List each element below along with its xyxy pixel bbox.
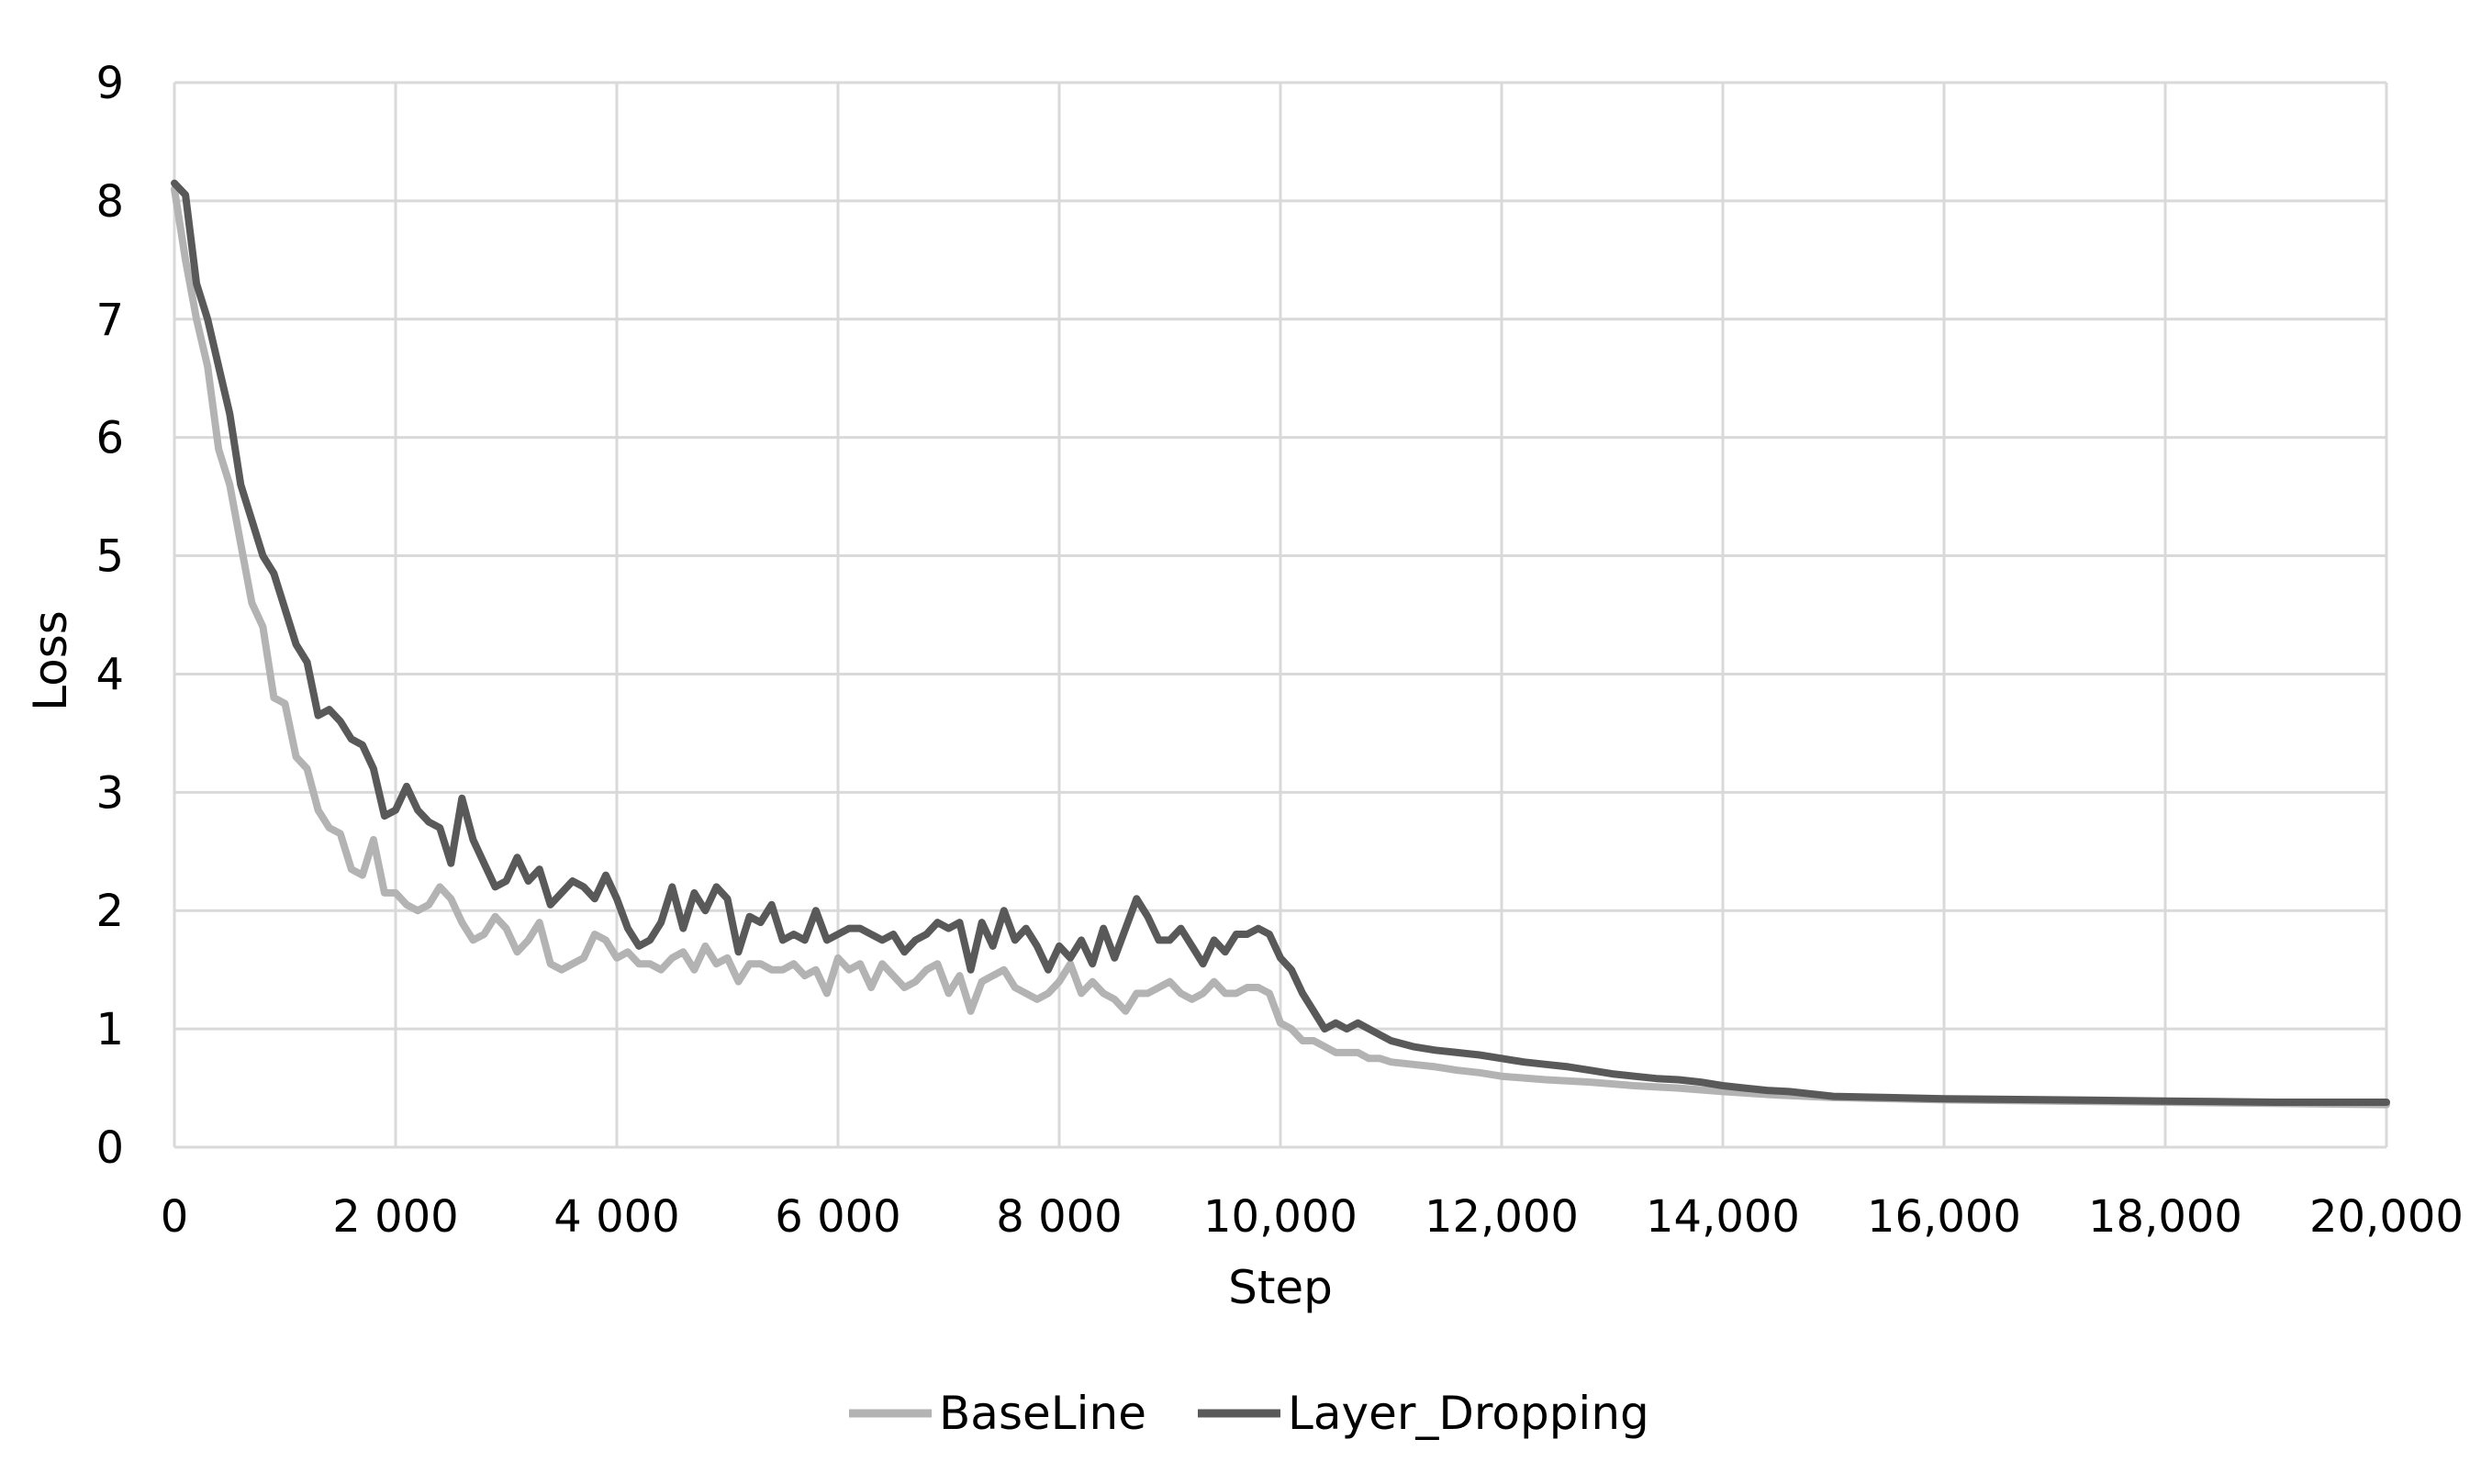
series-line-baseline — [171, 185, 2390, 1109]
y-tick-label: 1 — [95, 1004, 124, 1055]
y-tick-label: 0 — [95, 1122, 124, 1174]
x-tick-label: 2 000 — [332, 1191, 458, 1243]
x-tick-label: 14,000 — [1646, 1191, 1800, 1243]
legend-label-baseline: BaseLine — [939, 1387, 1146, 1440]
legend: BaseLine Layer_Dropping — [849, 1387, 1649, 1440]
x-tick-label: 8 000 — [996, 1191, 1122, 1243]
x-axis-title: Step — [1228, 1261, 1333, 1314]
x-tick-label: 10,000 — [1203, 1191, 1358, 1243]
gridlines — [174, 81, 2388, 1147]
legend-label-layer-dropping: Layer_Dropping — [1288, 1387, 1649, 1440]
x-tick-label: 20,000 — [2309, 1191, 2464, 1243]
y-tick-label: 8 — [95, 176, 124, 228]
series-line-layer-dropping — [171, 179, 2390, 1106]
x-tick-label: 16,000 — [1867, 1191, 2021, 1243]
x-tick-labels: 0 2 000 4 000 6 000 8 000 10,000 12,000 14,000 1… — [161, 1191, 2464, 1243]
y-tick-labels: 0 1 2 3 4 5 6 7 8 9 — [95, 58, 124, 1174]
y-tick-label: 2 — [95, 886, 124, 937]
x-tick-label: 6 000 — [775, 1191, 900, 1243]
axes — [173, 83, 2386, 1149]
x-tick-label: 4 000 — [553, 1191, 679, 1243]
y-tick-label: 7 — [95, 295, 124, 346]
y-axis-title: Loss — [24, 610, 77, 711]
x-tick-label: 0 — [161, 1191, 189, 1243]
series-lines — [171, 179, 2390, 1109]
y-tick-label: 3 — [95, 767, 124, 819]
y-tick-label: 9 — [95, 58, 124, 109]
x-tick-label: 12,000 — [1425, 1191, 1579, 1243]
y-tick-label: 6 — [95, 413, 124, 464]
y-tick-label: 4 — [95, 649, 124, 700]
y-tick-label: 5 — [95, 531, 124, 583]
x-tick-label: 18,000 — [2088, 1191, 2242, 1243]
